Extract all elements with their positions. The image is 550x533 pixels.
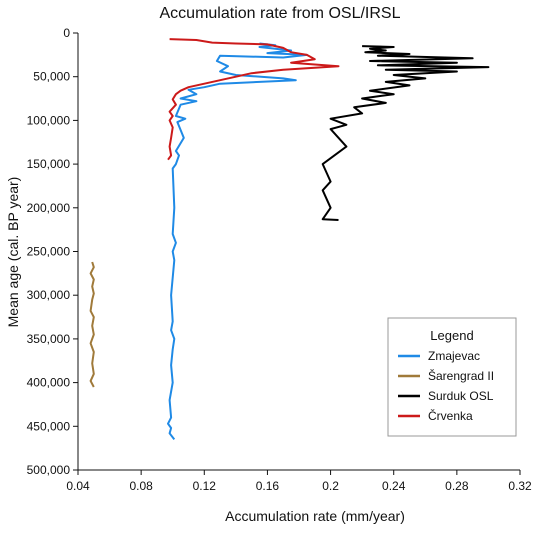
x-tick-label: 0.08	[129, 479, 153, 493]
y-tick-label: 0	[63, 26, 70, 40]
series-line-surduk-osl	[321, 45, 490, 221]
series-layer	[89, 38, 490, 441]
legend-label-rvenka: Črvenka	[428, 408, 473, 423]
x-tick-label: 0.28	[445, 479, 469, 493]
y-tick-label: 150,000	[27, 157, 71, 171]
x-tick-label: 0.04	[66, 479, 90, 493]
legend-items: Zmajevac Šarengrad II Surduk OSL Črvenka	[398, 349, 494, 423]
y-tick-label: 250,000	[27, 245, 71, 259]
x-tick-label: 0.12	[193, 479, 217, 493]
y-ticks: 0 50,000 100,000 150,000 200,000 250,000 300,0…	[27, 26, 78, 477]
y-tick-label: 450,000	[27, 419, 71, 433]
x-tick-label: 0.32	[508, 479, 532, 493]
x-ticks: 0.04 0.08 0.12 0.16 0.2 0.24 0.28 0.32	[66, 470, 532, 493]
legend-label-zmajevac: Zmajevac	[428, 349, 480, 363]
x-tick-label: 0.24	[382, 479, 406, 493]
x-tick-label: 0.2	[322, 479, 339, 493]
legend: Legend Zmajevac Šarengrad II Surduk OSL Črv…	[387, 317, 517, 437]
y-tick-label: 400,000	[27, 376, 71, 390]
y-tick-label: 500,000	[27, 463, 71, 477]
x-tick-label: 0.16	[256, 479, 280, 493]
y-tick-label: 100,000	[27, 113, 71, 127]
y-tick-label: 300,000	[27, 288, 71, 302]
legend-title: Legend	[430, 328, 473, 343]
y-axis-label: Mean age (cal. BP year)	[5, 177, 21, 328]
y-tick-label: 350,000	[27, 332, 71, 346]
legend-label-arengrad-ii: Šarengrad II	[428, 368, 494, 383]
legend-label-surduk-osl: Surduk OSL	[428, 389, 494, 403]
chart-title: Accumulation rate from OSL/IRSL	[160, 5, 401, 22]
x-axis-label: Accumulation rate (mm/year)	[225, 508, 405, 524]
series-line-zmajevac	[167, 42, 308, 441]
series-line-arengrad-ii	[89, 261, 95, 388]
series-line-rvenka	[167, 38, 340, 161]
y-tick-label: 50,000	[33, 70, 70, 84]
y-tick-label: 200,000	[27, 201, 71, 215]
